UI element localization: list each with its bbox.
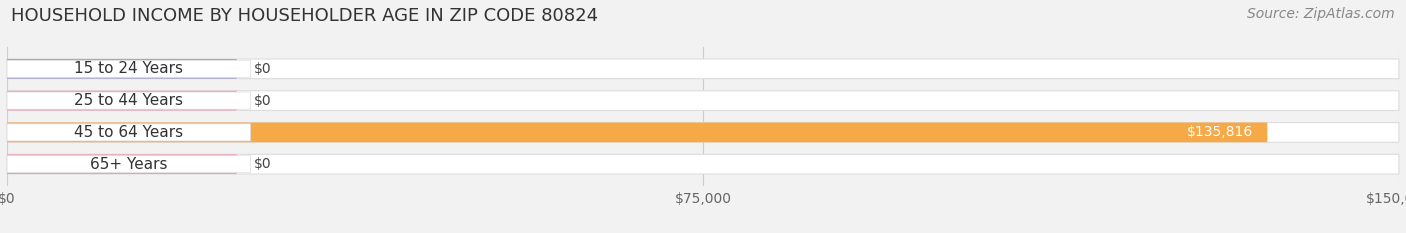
Text: 65+ Years: 65+ Years <box>90 157 167 172</box>
FancyBboxPatch shape <box>7 59 236 79</box>
FancyBboxPatch shape <box>7 154 1399 174</box>
Text: 45 to 64 Years: 45 to 64 Years <box>75 125 183 140</box>
Text: $0: $0 <box>253 62 271 76</box>
FancyBboxPatch shape <box>7 60 250 77</box>
FancyBboxPatch shape <box>7 156 250 173</box>
FancyBboxPatch shape <box>7 92 250 109</box>
Text: $135,816: $135,816 <box>1187 125 1253 139</box>
Text: 15 to 24 Years: 15 to 24 Years <box>75 61 183 76</box>
FancyBboxPatch shape <box>7 59 1399 79</box>
Text: $0: $0 <box>253 94 271 108</box>
FancyBboxPatch shape <box>7 123 1399 142</box>
Text: HOUSEHOLD INCOME BY HOUSEHOLDER AGE IN ZIP CODE 80824: HOUSEHOLD INCOME BY HOUSEHOLDER AGE IN Z… <box>11 7 599 25</box>
FancyBboxPatch shape <box>7 124 250 141</box>
Text: 25 to 44 Years: 25 to 44 Years <box>75 93 183 108</box>
FancyBboxPatch shape <box>7 91 236 110</box>
Text: $0: $0 <box>253 157 271 171</box>
FancyBboxPatch shape <box>7 154 236 174</box>
Text: Source: ZipAtlas.com: Source: ZipAtlas.com <box>1247 7 1395 21</box>
FancyBboxPatch shape <box>7 91 1399 110</box>
FancyBboxPatch shape <box>7 123 1267 142</box>
